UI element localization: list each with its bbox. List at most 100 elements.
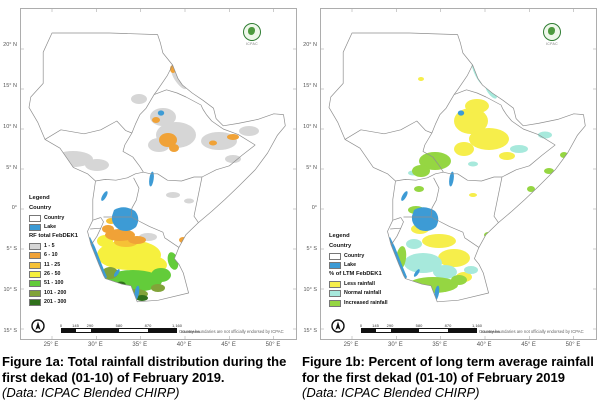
legend-swatch — [329, 262, 341, 270]
legend-class-label: Increased rainfall — [344, 299, 388, 306]
x-axis-labels: 25° E 30° E 35° E 40° E 45° E 50° E — [29, 342, 295, 348]
x-axis-label: 45° E — [521, 342, 536, 348]
scalebar-tick: 145 — [72, 323, 79, 328]
scalebar-tick: 580 — [115, 323, 123, 328]
legend-group-country: Country — [29, 204, 52, 211]
legend-class: Normal rainfall — [329, 290, 395, 298]
legend-class-swatch — [29, 299, 41, 307]
legend-layer-title: % of LTM FebDEK1 — [329, 271, 382, 278]
north-arrow-icon — [331, 319, 345, 333]
legend-swatch — [29, 224, 41, 232]
icpac-logo: ICPAC — [539, 23, 565, 46]
scalebar-ticks: 0 145 290 580 870 1,160 — [360, 323, 482, 328]
legend-swatch — [329, 252, 341, 260]
y-axis-label: 0° — [11, 205, 17, 212]
legend-title: Legend — [329, 233, 350, 239]
legend-class-label: 6 - 10 — [44, 252, 58, 259]
scalebar-tick: 580 — [415, 323, 423, 328]
scalebar-bar — [361, 328, 477, 333]
legend-classes: Less rainfall Normal rainfall Increased … — [329, 281, 395, 307]
map-frame-1a: ICPAC Legend Country Country Lak — [20, 8, 297, 340]
scalebar-tick: 1,160 — [171, 323, 183, 328]
map-frame-1b: ICPAC Legend Country Country Lak — [320, 8, 597, 340]
legend-item-label: Country — [344, 252, 365, 259]
scalebar-tick: 870 — [144, 323, 152, 328]
x-axis-labels: 25° E 30° E 35° E 40° E 45° E 50° E — [329, 342, 595, 348]
scalebar-ticks: 0 145 290 580 870 1,160 — [59, 323, 182, 328]
x-axis-label: 50° E — [265, 342, 281, 348]
legend-class-label: 51 - 100 — [44, 280, 64, 287]
legend-class: Less rainfall — [329, 281, 395, 289]
caption-data-source: (Data: ICPAC Blended CHIRP) — [2, 385, 180, 401]
x-axis-label: 30° E — [388, 342, 403, 348]
x-axis-label: 25° E — [43, 342, 59, 348]
y-axis-label: 10° N — [303, 123, 317, 130]
legend-class-swatch — [29, 261, 41, 269]
map-disclaimer: Country boundaries are not officially en… — [179, 329, 284, 334]
x-axis-label: 40° E — [176, 342, 192, 348]
legend-class: 11 - 25 — [29, 262, 95, 269]
scalebar-unit: Kilometers — [481, 329, 500, 334]
legend-layer-title: RF total FebDEK1 — [29, 233, 78, 240]
map-figure-1a-total-rainfall — [21, 9, 296, 339]
y-axis-label: 5° N — [306, 164, 317, 171]
scalebar-unit: Kilometers — [181, 329, 200, 334]
x-axis-label: 25° E — [343, 342, 359, 348]
legend-item-label: Lake — [44, 223, 57, 230]
legend-class-swatch — [329, 281, 341, 289]
scalebar-tick: 0 — [59, 323, 63, 328]
legend-class-label: 1 - 5 — [44, 243, 55, 250]
y-axis-label: 20° N — [3, 42, 17, 48]
legend-class-swatch — [29, 271, 41, 279]
legend-class-swatch — [29, 280, 41, 288]
legend-class: 201 - 300 — [29, 299, 95, 307]
y-axis-label: 5° S — [306, 246, 317, 253]
legend-class: 101 - 200 — [29, 290, 95, 297]
legend-item: Country — [329, 253, 395, 260]
legend-class: Increased rainfall — [329, 300, 395, 307]
legend-class-swatch — [329, 290, 341, 298]
legend-title: Legend — [29, 195, 50, 201]
x-axis-label: 40° E — [476, 342, 492, 348]
legend-item: Lake — [29, 223, 95, 232]
y-axis-label: 10° N — [3, 123, 17, 130]
scalebar-bar — [61, 328, 177, 333]
y-axis-label: 20° N — [303, 42, 317, 48]
legend-1a: Legend Country Country Lake — [29, 195, 95, 308]
y-axis-label: 5° N — [6, 164, 17, 171]
legend-class: 26 - 50 — [29, 271, 95, 279]
legend-class: 6 - 10 — [29, 252, 95, 260]
y-axis-label: 0° — [311, 205, 317, 212]
map-disclaimer: Country boundaries are not officially en… — [479, 329, 584, 334]
legend-item-label: Country — [44, 214, 65, 221]
caption-data-source: (Data: ICPAC Blended CHIRP) — [302, 385, 480, 401]
caption-figure-1a: Figure 1a: Total rainfall distribution d… — [2, 354, 296, 401]
x-axis-label: 45° E — [221, 342, 236, 348]
scalebar-tick: 1,160 — [471, 323, 483, 328]
y-axis-label: 10° S — [303, 287, 317, 294]
legend-item: Lake — [329, 262, 395, 270]
scalebar-tick: 290 — [86, 323, 94, 328]
panel-figure-1b: 20° N 15° N 10° N 5° N 0° 5° S 10° S 15° S — [300, 0, 600, 409]
map-figure-1b-percent-ltm — [321, 9, 596, 339]
legend-class-label: 201 - 300 — [44, 299, 67, 306]
y-axis-label: 15° N — [303, 82, 317, 89]
icpac-logo-label: ICPAC — [546, 42, 558, 46]
y-axis-label: 15° N — [3, 82, 17, 89]
x-axis-label: 30° E — [88, 342, 103, 348]
icpac-logo: ICPAC — [239, 23, 265, 46]
caption-bold-text: Figure 1b: Percent of long term average … — [302, 354, 594, 385]
scalebar-tick: 290 — [386, 323, 394, 328]
legend-class-label: Less rainfall — [344, 281, 375, 288]
legend-group-country: Country — [329, 242, 352, 249]
legend-class-label: 101 - 200 — [44, 289, 67, 296]
caption-bold-text: Figure 1a: Total rainfall distribution d… — [2, 354, 287, 385]
icpac-logo-label: ICPAC — [246, 42, 258, 46]
legend-swatch — [29, 214, 41, 222]
x-axis-label: 50° E — [565, 342, 581, 348]
y-axis-labels: 20° N 15° N 10° N 5° N 0° 5° S 10° S 15° S — [0, 42, 17, 334]
legend-class-swatch — [29, 289, 41, 297]
scalebar: 0 145 290 580 870 1,160 Kilometers — [59, 323, 200, 335]
scalebar-tick: 145 — [372, 323, 379, 328]
